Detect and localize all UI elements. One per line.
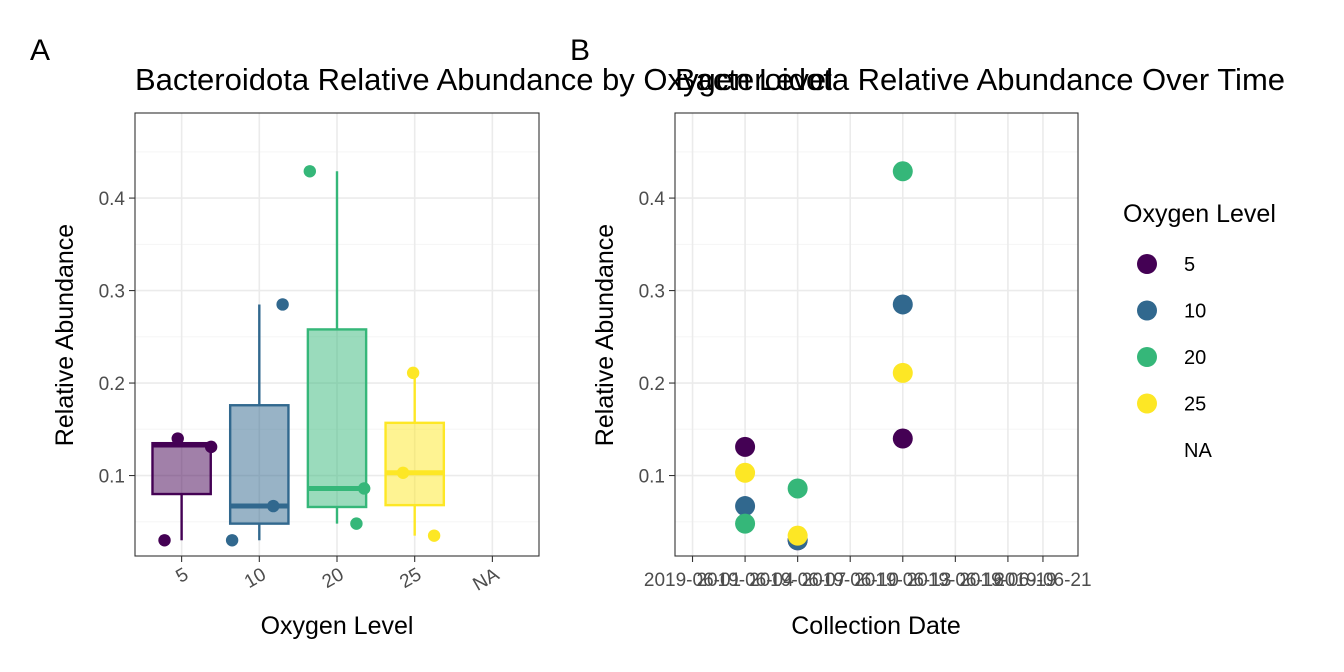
panel-b-y-label: Relative Abundance: [591, 224, 619, 446]
point-25: [787, 525, 808, 546]
x-tick-label: 5: [172, 564, 192, 587]
legend-key-10: [1137, 300, 1157, 321]
point-20: [303, 165, 317, 178]
x-tick-label: 2019-06-07: [749, 570, 846, 591]
panel-b-tag: B: [570, 34, 590, 67]
panel-b-gridlines: [675, 113, 1078, 556]
x-tick-label: 10: [241, 564, 270, 593]
legend-label-20: 20: [1184, 347, 1206, 369]
panel-b-border: [674, 112, 1079, 557]
y-tick-label: 0.1: [99, 467, 125, 488]
y-tick-label: 0.2: [99, 374, 125, 395]
panel-b-title: Bacteroidota Relative Abundance Over Tim…: [675, 62, 1285, 97]
point-20: [787, 478, 808, 499]
box-5: [151, 441, 212, 496]
point-25: [892, 362, 913, 383]
point-25: [406, 366, 420, 380]
panel-a-x-axis: 5 10 20 25 NA: [172, 556, 503, 596]
y-tick-label: 0.3: [99, 282, 125, 303]
x-tick-label: 2019-06-19: [959, 570, 1056, 591]
x-tick-label: NA: [470, 564, 504, 596]
legend-label-10: 10: [1184, 301, 1206, 323]
legend-title: Oxygen Level: [1123, 200, 1276, 228]
point-10: [892, 294, 913, 315]
panel-b-x-label: Collection Date: [791, 612, 961, 640]
y-tick-label: 0.3: [639, 282, 665, 303]
box-25: [384, 421, 446, 507]
panel-a-points: [158, 165, 441, 547]
point-5: [171, 432, 184, 445]
panel-a-boxplots: [151, 171, 446, 541]
y-tick-label: 0.2: [639, 374, 665, 395]
point-10: [267, 499, 280, 513]
box-20: [306, 328, 368, 509]
y-tick-label: 0.4: [99, 189, 126, 210]
panel-b-points: [735, 161, 913, 551]
x-tick-label: 2019-06-04: [696, 570, 794, 591]
panel-a-tag: A: [30, 34, 50, 67]
panel-b-y-axis: 0.1 0.2 0.3 0.4: [639, 189, 675, 488]
point-5: [892, 428, 913, 449]
panel-a-y-axis: 0.1 0.2 0.3 0.4: [99, 189, 135, 488]
legend-key-20: [1137, 347, 1157, 367]
y-tick-label: 0.4: [639, 189, 666, 210]
legend-label-25: 25: [1184, 394, 1206, 416]
point-20: [892, 161, 913, 182]
x-tick-label: 20: [319, 564, 348, 593]
point-5: [204, 440, 218, 454]
point-20: [357, 482, 371, 495]
panel-a-y-label: Relative Abundance: [51, 224, 79, 446]
legend-label-NA: NA: [1184, 440, 1212, 462]
legend-key-5: [1137, 254, 1157, 274]
point-5: [158, 534, 171, 547]
legend-label-5: 5: [1184, 254, 1195, 276]
x-tick-label: 2019-06-01: [644, 570, 741, 591]
point-5: [735, 436, 756, 457]
x-tick-label: 2019-06-13: [854, 570, 951, 591]
panel-b-x-axis: 2019-06-012019-06-042019-06-072019-06-10…: [644, 556, 1092, 591]
x-tick-label: 2019-06-16: [907, 570, 1004, 591]
panel-a-x-label: Oxygen Level: [261, 612, 414, 640]
legend-key-25: [1137, 393, 1157, 414]
x-tick-label: 2019-06-21: [994, 570, 1091, 591]
legend: 5 10 20 25 NA: [1137, 254, 1212, 462]
point-10: [225, 534, 239, 547]
point-25: [396, 466, 410, 479]
point-20: [735, 513, 756, 534]
point-20: [350, 517, 363, 530]
point-10: [735, 496, 756, 517]
point-10: [276, 298, 289, 311]
x-tick-label: 25: [396, 564, 425, 593]
point-25: [427, 529, 441, 542]
point-25: [735, 462, 756, 483]
panel-a-title: Bacteroidota Relative Abundance by Oxyge…: [135, 62, 833, 97]
panel-b-plot-area: [675, 113, 1078, 556]
x-tick-label: 2019-06-10: [802, 570, 899, 591]
y-tick-label: 0.1: [639, 467, 665, 488]
